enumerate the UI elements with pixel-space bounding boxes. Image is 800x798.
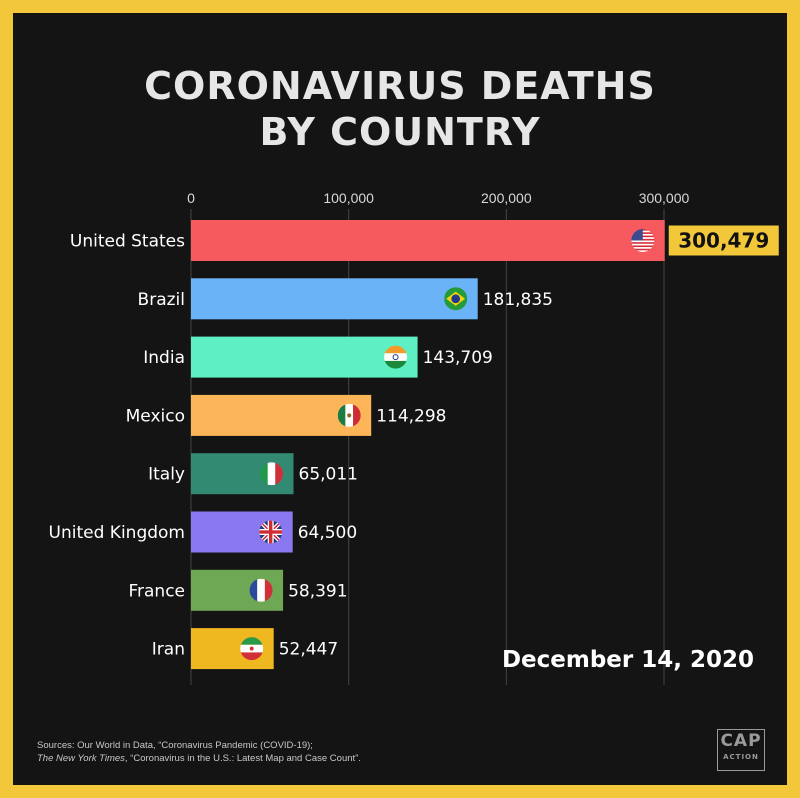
category-label: France: [128, 581, 185, 601]
value-label: 52,447: [279, 640, 338, 660]
value-label: 58,391: [288, 581, 347, 601]
x-tick-label: 100,000: [323, 190, 374, 206]
logo-main-text: CAP: [720, 731, 762, 751]
united-states-flag-icon: [631, 229, 655, 252]
category-label: United Kingdom: [49, 523, 185, 543]
flag: [259, 520, 283, 544]
value-label: 65,011: [299, 465, 358, 485]
mexico-flag-icon: [337, 403, 361, 427]
bar-chart: 0 100,000 200,000 300,000 United States 300,4…: [49, 190, 779, 685]
flag: [249, 578, 273, 602]
category-label: Italy: [148, 465, 185, 485]
x-tick-label: 200,000: [481, 190, 532, 206]
date-label: December 14, 2020: [501, 647, 755, 673]
title-line-2: BY COUNTRY: [259, 110, 541, 154]
india-flag-icon: [384, 345, 408, 369]
logo-sub-text: ACTION: [723, 753, 759, 761]
category-label: Brazil: [138, 290, 185, 310]
x-tick-label: 300,000: [639, 190, 690, 206]
flag: [631, 229, 655, 252]
value-label: 300,479: [678, 229, 769, 253]
category-label: Iran: [152, 640, 185, 660]
title-line-1: CORONAVIRUS DEATHS: [144, 64, 656, 108]
flag: [384, 345, 408, 369]
category-label: India: [143, 348, 185, 368]
bar: [191, 220, 665, 261]
flag: [337, 403, 361, 427]
x-tick-label: 0: [187, 190, 195, 206]
italy-flag-icon: [260, 462, 284, 486]
sources-line-2: The New York Times, “Coronavirus in the …: [37, 752, 597, 765]
flag: [240, 637, 264, 661]
category-label: United States: [70, 232, 185, 252]
flag: [444, 287, 468, 311]
value-label-highlight: [668, 225, 779, 256]
category-label: Mexico: [126, 406, 185, 426]
flag: [260, 462, 284, 486]
sources-line-2-rest: , “Coronavirus in the U.S.: Latest Map a…: [124, 753, 361, 764]
brazil-flag-icon: [444, 287, 468, 311]
united-kingdom-flag-icon: [259, 520, 283, 544]
sources-publication: The New York Times: [37, 753, 125, 764]
chart-frame: CORONAVIRUS DEATHS BY COUNTRY 0 100,000 20…: [13, 13, 787, 785]
value-label: 64,500: [298, 523, 357, 543]
bar: [191, 278, 478, 320]
value-label: 181,835: [483, 290, 553, 310]
sources-line-1: Sources: Our World in Data, “Coronavirus…: [37, 740, 313, 751]
value-label: 143,709: [423, 348, 493, 368]
iran-flag-icon: [240, 637, 264, 661]
bar: [191, 336, 418, 378]
cap-action-logo: CAP ACTION: [717, 729, 765, 771]
chart-title: CORONAVIRUS DEATHS BY COUNTRY: [13, 63, 787, 155]
france-flag-icon: [249, 578, 273, 602]
value-label: 114,298: [376, 406, 446, 426]
sources-note: Sources: Our World in Data, “Coronavirus…: [37, 739, 597, 765]
